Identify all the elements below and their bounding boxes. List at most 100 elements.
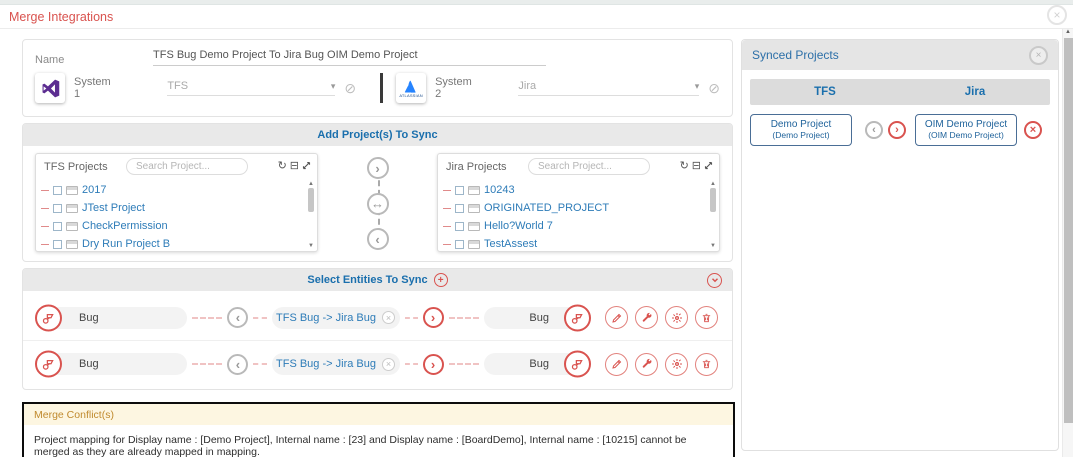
scroll-up-icon[interactable]: ▲ <box>1065 29 1071 35</box>
bug-icon <box>35 304 62 331</box>
list-scrollbar[interactable]: ▲ ▼ <box>307 181 315 249</box>
list-item[interactable]: CheckPermission <box>41 217 301 235</box>
system2-value: Jira <box>518 80 537 92</box>
scroll-down-icon[interactable]: ▼ <box>710 243 716 249</box>
refresh-icon[interactable]: ↻ <box>277 160 287 172</box>
tree-dash <box>41 189 49 191</box>
jira-search-input[interactable] <box>528 158 650 175</box>
chevron-down-icon: ▾ <box>330 80 336 91</box>
list-scrollbar[interactable]: ▲ ▼ <box>709 181 717 249</box>
edit-icon[interactable] <box>605 352 628 376</box>
entities-header: Select Entities To Sync + <box>23 269 732 291</box>
edit-icon[interactable] <box>605 306 628 329</box>
source-entity-pill[interactable]: Bug <box>35 304 187 331</box>
add-entity-icon[interactable]: + <box>433 273 448 287</box>
list-item[interactable]: ORIGINATED_PROJECT <box>443 199 703 217</box>
sync-right-button[interactable]: › <box>888 121 906 139</box>
checkbox[interactable] <box>53 239 62 249</box>
list-item[interactable]: Hello?World 7 <box>443 217 703 235</box>
add-projects-header: Add Project(s) To Sync <box>23 124 732 146</box>
panel-close-icon[interactable]: × <box>1029 45 1048 65</box>
refresh-icon[interactable]: ↻ <box>679 160 689 172</box>
checkbox[interactable] <box>53 203 62 213</box>
synced-projects-header: Synced Projects × <box>742 40 1058 70</box>
mapping-pill[interactable]: TFS Bug -> Jira Bug × <box>271 353 400 375</box>
move-mapping-left-button[interactable]: ‹ <box>227 353 249 375</box>
synced-project-card-tfs[interactable]: Demo Project (Demo Project) <box>750 114 852 146</box>
left-column: Name TFS Bug Demo Project To Jira Bug OI… <box>22 39 735 457</box>
checkbox[interactable] <box>455 185 464 195</box>
system1-value: TFS <box>167 80 189 92</box>
remove-synced-pair-icon[interactable]: × <box>1024 121 1042 139</box>
wrench-icon[interactable] <box>635 352 658 376</box>
connector-line <box>404 316 418 319</box>
collapse-all-icon[interactable]: ⊟ <box>289 160 299 172</box>
scroll-down-icon[interactable]: ▼ <box>308 243 314 249</box>
mapping-pill[interactable]: TFS Bug -> Jira Bug × <box>271 306 400 329</box>
tfs-search-input[interactable] <box>126 158 248 175</box>
list-item[interactable]: TestAssest <box>443 235 703 252</box>
checkbox[interactable] <box>455 221 464 231</box>
scrollbar-thumb[interactable] <box>308 188 314 212</box>
scroll-up-icon[interactable]: ▲ <box>710 181 716 187</box>
checkbox[interactable] <box>455 239 464 249</box>
expand-icon[interactable] <box>704 161 713 173</box>
gear-icon[interactable] <box>665 352 688 376</box>
move-mapping-right-button[interactable]: › <box>422 353 444 375</box>
dialog-content: Name TFS Bug Demo Project To Jira Bug OI… <box>0 29 1073 457</box>
tree-dash <box>443 225 451 227</box>
list-item[interactable]: JTest Project <box>41 199 301 217</box>
synced-columns-bar: TFS Jira <box>750 79 1050 105</box>
jira-projects-panel: Jira Projects ↻ ⊟ 10243 ORIGINATED_PROJE… <box>437 153 720 252</box>
checkbox[interactable] <box>53 185 62 195</box>
tfs-projects-panel: TFS Projects ↻ ⊟ 2017 JTest Project Chec… <box>35 153 318 252</box>
remove-mapping-icon[interactable]: × <box>381 311 395 324</box>
source-entity-pill[interactable]: Bug <box>35 350 187 378</box>
scroll-up-icon[interactable]: ▲ <box>308 181 314 187</box>
list-item[interactable]: 2017 <box>41 181 301 199</box>
expand-icon[interactable] <box>302 161 311 173</box>
checkbox[interactable] <box>455 203 464 213</box>
bug-icon <box>564 304 591 331</box>
dialog-header: Merge Integrations <box>0 5 1073 29</box>
connector-line <box>253 316 267 319</box>
trash-icon[interactable] <box>695 352 718 376</box>
target-entity-pill[interactable]: Bug <box>484 350 591 378</box>
move-mapping-right-button[interactable]: › <box>422 307 444 328</box>
project-icon <box>468 239 480 249</box>
scrollbar-thumb[interactable] <box>1063 38 1073 423</box>
page-scrollbar[interactable]: ▲ <box>1062 29 1073 457</box>
swap-button[interactable]: ↔ <box>366 192 389 215</box>
system2-select[interactable]: Jira ▾ <box>518 80 700 96</box>
systems-divider <box>380 73 384 103</box>
integration-summary-card: Name TFS Bug Demo Project To Jira Bug OI… <box>22 39 733 117</box>
project-icon <box>468 221 480 231</box>
connector-line <box>192 316 223 319</box>
target-entity-pill[interactable]: Bug <box>484 304 591 331</box>
move-right-button[interactable]: › <box>366 157 389 179</box>
trash-icon[interactable] <box>695 306 718 329</box>
scrollbar-thumb[interactable] <box>710 188 716 212</box>
unsync-left-button[interactable]: ‹ <box>865 121 883 139</box>
move-left-button[interactable]: ‹ <box>366 228 389 250</box>
synced-project-row: Demo Project (Demo Project) ‹ › OIM Demo… <box>750 114 1050 146</box>
list-item[interactable]: 10243 <box>443 181 703 199</box>
gear-icon[interactable] <box>665 306 688 329</box>
synced-project-card-jira[interactable]: OIM Demo Project (OIM Demo Project) <box>915 114 1017 146</box>
collapse-section-icon[interactable] <box>707 272 722 288</box>
list-item[interactable]: Dry Run Project B <box>41 235 301 252</box>
tree-dash <box>443 207 451 209</box>
move-mapping-left-button[interactable]: ‹ <box>227 307 249 328</box>
dialog-close-icon[interactable]: × <box>1047 5 1067 25</box>
collapse-all-icon[interactable]: ⊟ <box>691 160 701 172</box>
remove-mapping-icon[interactable]: × <box>381 357 395 371</box>
project-icon <box>66 185 78 195</box>
page-title: Merge Integrations <box>9 9 114 24</box>
wrench-icon[interactable] <box>635 306 658 329</box>
system1-select[interactable]: TFS ▾ <box>167 80 336 96</box>
window-top-strip <box>0 0 1073 5</box>
integration-name-field[interactable]: TFS Bug Demo Project To Jira Bug OIM Dem… <box>153 49 546 66</box>
checkbox[interactable] <box>53 221 62 231</box>
system1-label: System 1 <box>74 76 111 100</box>
name-label: Name <box>35 54 65 66</box>
